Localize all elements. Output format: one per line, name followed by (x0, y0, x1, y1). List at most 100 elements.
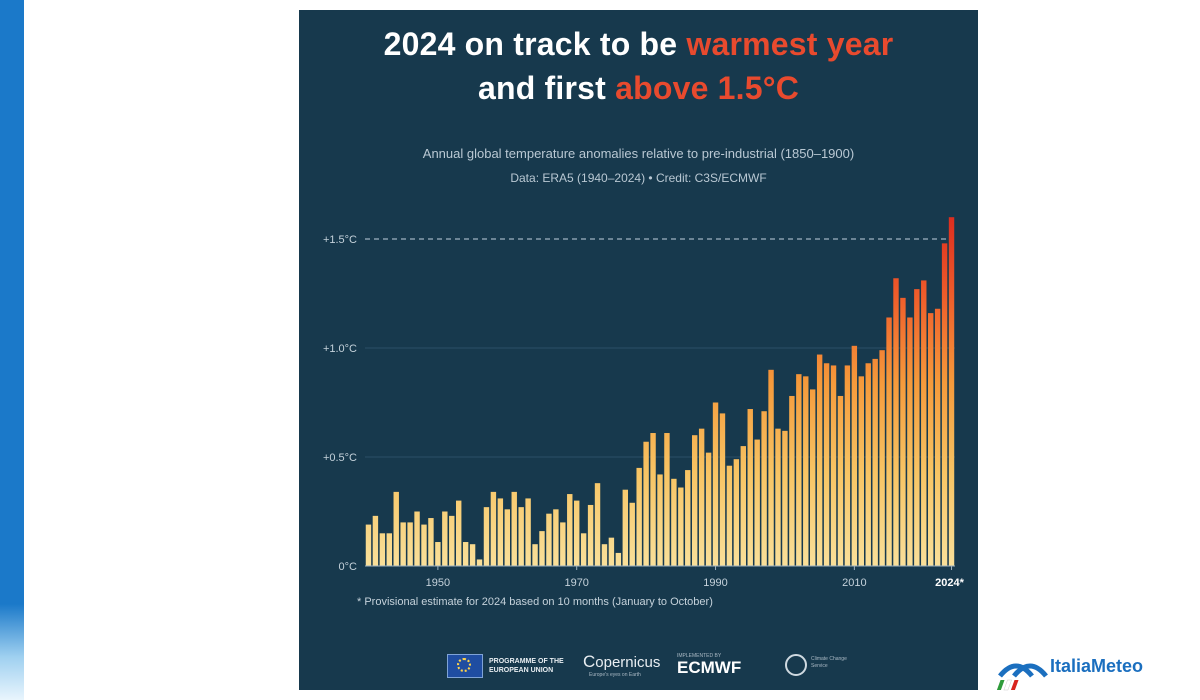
infographic-panel: 2024 on track to be warmest year and fir… (299, 10, 978, 690)
eu-flag-icon (447, 654, 483, 678)
bar-1978 (629, 502, 635, 566)
data-credit: Data: ERA5 (1940–2024) • Credit: C3S/ECM… (510, 171, 767, 185)
title-line-1-highlight: warmest year (686, 26, 894, 62)
y-tick-label-3: +1.5°C (323, 234, 357, 246)
bar-2018 (907, 317, 913, 566)
bar-2023 (941, 243, 948, 567)
x-tick-label-4: 2024* (935, 577, 964, 589)
bar-1954 (462, 542, 469, 566)
bar-1984 (671, 478, 677, 566)
bar-1990 (712, 402, 719, 566)
footnote: * Provisional estimate for 2024 based on… (357, 596, 713, 608)
bar-2006 (823, 363, 830, 566)
bar-1997 (761, 411, 767, 566)
bar-1976 (615, 552, 622, 566)
bar-1946 (407, 522, 413, 566)
bar-1956 (476, 559, 483, 566)
logo-bar: PROGRAMME OF THE EUROPEAN UNION Copernic… (299, 648, 978, 684)
bar-1986 (685, 470, 691, 566)
bar-1987 (692, 435, 698, 566)
x-tick-label-3: 2010 (842, 577, 866, 589)
bar-2005 (816, 354, 823, 566)
bar-1980 (643, 441, 649, 566)
bar-1995 (747, 409, 753, 566)
bar-1945 (400, 522, 406, 566)
eu-programme-label: PROGRAMME OF THE EUROPEAN UNION (489, 658, 564, 674)
bar-1975 (608, 537, 615, 566)
bar-1998 (768, 369, 774, 566)
bar-1989 (705, 452, 712, 566)
bar-1963 (525, 498, 531, 566)
bar-1970 (574, 500, 580, 566)
bar-2010 (851, 345, 858, 566)
bar-1972 (587, 504, 594, 566)
bar-2000 (782, 430, 788, 566)
bar-2022 (934, 308, 941, 566)
bar-2013 (872, 358, 878, 566)
bar-1988 (698, 428, 705, 566)
bar-1981 (650, 433, 656, 566)
bar-1996 (754, 439, 760, 566)
title-line-2-plain: and first (477, 70, 616, 106)
title-line-1-plain: 2024 on track to be (383, 26, 687, 62)
bar-1999 (775, 428, 781, 566)
bar-1943 (386, 533, 392, 566)
bar-2008 (837, 395, 844, 566)
x-tick-label-1: 1970 (564, 577, 588, 589)
bar-1969 (567, 494, 573, 566)
bar-1967 (553, 509, 559, 566)
italiameteo-logo-icon (996, 663, 1048, 691)
bar-1985 (678, 487, 684, 566)
bar-1947 (414, 511, 420, 566)
bar-1951 (442, 511, 448, 566)
temperature-bar-chart: 0°C +0.5°C +1.0°C +1.5°C 1950 1970 1990 2010 202… (323, 217, 965, 589)
ecmwf-logo: ECMWF (677, 658, 742, 677)
bar-2024 (948, 217, 955, 566)
copernicus-tagline: Europe's eyes on Earth (589, 672, 641, 678)
title-line-1: 2024 on track to be warmest year (299, 26, 978, 63)
bar-2021 (928, 313, 934, 566)
bar-1952 (449, 515, 455, 566)
bar-2009 (844, 365, 851, 566)
bar-1965 (539, 531, 545, 566)
c3s-label: Climate Change Service (811, 656, 847, 669)
bar-2007 (830, 365, 837, 566)
bar-2004 (810, 389, 816, 566)
bar-1957 (483, 507, 490, 566)
bar-1940 (365, 524, 372, 566)
bar-1949 (428, 518, 434, 566)
bar-1966 (546, 513, 552, 566)
bar-2019 (914, 289, 920, 566)
bar-1960 (504, 509, 510, 566)
bar-1941 (372, 515, 379, 566)
bar-2014 (879, 350, 885, 566)
bar-1955 (469, 544, 476, 566)
c3s-logo-icon (785, 654, 807, 676)
bar-1950 (435, 542, 441, 566)
bar-2017 (900, 297, 906, 566)
bar-1983 (664, 433, 670, 566)
bar-1982 (657, 474, 663, 566)
title-line-2: and first above 1.5°C (299, 70, 978, 107)
bar-1961 (511, 491, 517, 566)
bar-2020 (921, 280, 927, 566)
bar-1953 (456, 500, 462, 566)
bar-2003 (803, 376, 809, 566)
bar-1974 (601, 544, 608, 566)
y-tick-label-2: +1.0°C (323, 343, 357, 355)
bar-1944 (393, 491, 399, 566)
cloud-decor (0, 604, 24, 700)
bar-1968 (560, 522, 566, 566)
y-tick-label-1: +0.5°C (323, 452, 357, 464)
bar-1971 (580, 533, 587, 566)
implemented-by-label: IMPLEMENTED BY (677, 653, 722, 659)
italiameteo-wordmark: ItaliaMeteo (1050, 656, 1144, 676)
bar-2015 (886, 317, 892, 566)
bar-1977 (622, 489, 628, 566)
bar-1958 (490, 491, 497, 566)
italiameteo-brand: ItaliaMeteo (996, 654, 1186, 698)
bar-1962 (518, 507, 524, 566)
bar-1991 (719, 413, 726, 566)
bar-2016 (893, 278, 899, 566)
y-tick-label-0: 0°C (339, 561, 358, 573)
